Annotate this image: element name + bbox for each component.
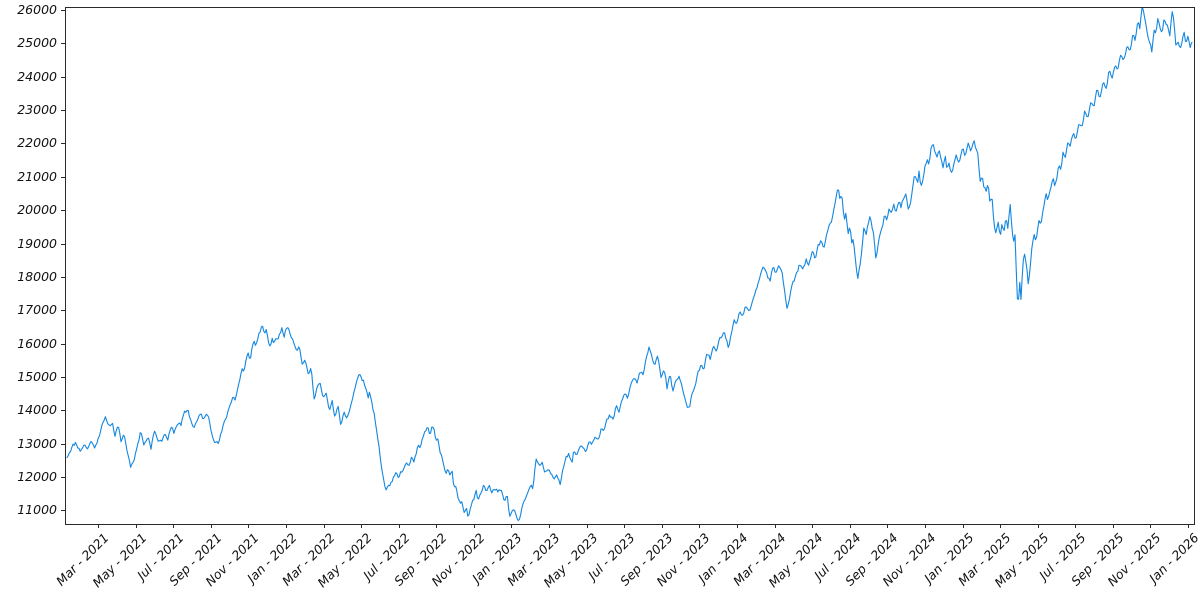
x-tick-mark	[887, 524, 889, 528]
y-tick-label: 16000	[17, 335, 57, 351]
x-tick-mark	[1000, 524, 1002, 528]
y-tick-mark	[61, 376, 65, 378]
x-tick-mark	[361, 524, 363, 528]
y-tick-mark	[61, 510, 65, 512]
y-tick-mark	[61, 176, 65, 178]
x-tick-mark	[1150, 524, 1152, 528]
y-tick-mark	[61, 110, 65, 112]
x-tick-mark	[285, 524, 287, 528]
x-tick-mark	[1112, 524, 1114, 528]
y-tick-label: 25000	[17, 35, 57, 51]
y-tick-mark	[61, 477, 65, 479]
y-tick-label: 22000	[17, 135, 57, 151]
x-tick-mark	[924, 524, 926, 528]
y-tick-label: 14000	[17, 402, 57, 418]
y-tick-mark	[61, 310, 65, 312]
price-line-chart	[66, 8, 1193, 522]
y-tick-label: 13000	[17, 435, 57, 451]
x-tick-mark	[1075, 524, 1077, 528]
y-tick-label: 24000	[17, 68, 57, 84]
y-tick-label: 23000	[17, 102, 57, 118]
price-line	[66, 8, 1193, 522]
y-tick-label: 17000	[17, 302, 57, 318]
y-tick-mark	[61, 10, 65, 11]
x-tick-mark	[473, 524, 475, 528]
x-tick-mark	[699, 524, 701, 528]
y-tick-label: 20000	[17, 202, 57, 218]
y-tick-label: 18000	[17, 268, 57, 284]
x-tick-mark	[661, 524, 663, 528]
y-tick-label: 21000	[17, 168, 57, 184]
x-tick-mark	[849, 524, 851, 528]
y-tick-mark	[61, 343, 65, 345]
x-tick-mark	[210, 524, 212, 528]
x-tick-mark	[173, 524, 175, 528]
x-tick-mark	[135, 524, 137, 528]
x-tick-mark	[549, 524, 550, 528]
y-tick-label: 11000	[17, 502, 57, 518]
y-tick-mark	[61, 43, 65, 45]
x-tick-mark	[323, 524, 325, 528]
plot-area	[65, 7, 1195, 525]
y-tick-label: 19000	[17, 235, 57, 251]
y-tick-mark	[61, 210, 65, 212]
x-tick-mark	[248, 524, 250, 528]
y-tick-mark	[61, 76, 65, 78]
x-tick-mark	[624, 524, 626, 528]
y-tick-mark	[61, 410, 65, 412]
y-tick-mark	[61, 276, 65, 278]
y-tick-mark	[61, 143, 65, 145]
y-tick-mark	[61, 243, 65, 245]
x-tick-mark	[1188, 524, 1189, 528]
x-tick-mark	[98, 524, 99, 528]
x-tick-mark	[436, 524, 438, 528]
x-tick-mark	[737, 524, 738, 528]
x-tick-mark	[586, 524, 588, 528]
x-tick-mark	[511, 524, 513, 528]
x-tick-mark	[812, 524, 814, 528]
x-tick-mark	[398, 524, 400, 528]
y-tick-label: 12000	[17, 469, 57, 485]
y-tick-label: 15000	[17, 368, 57, 384]
y-tick-label: 26000	[17, 2, 57, 17]
x-tick-mark	[774, 524, 776, 528]
x-tick-mark	[962, 524, 964, 528]
x-tick-mark	[1037, 524, 1039, 528]
y-tick-mark	[61, 443, 65, 445]
